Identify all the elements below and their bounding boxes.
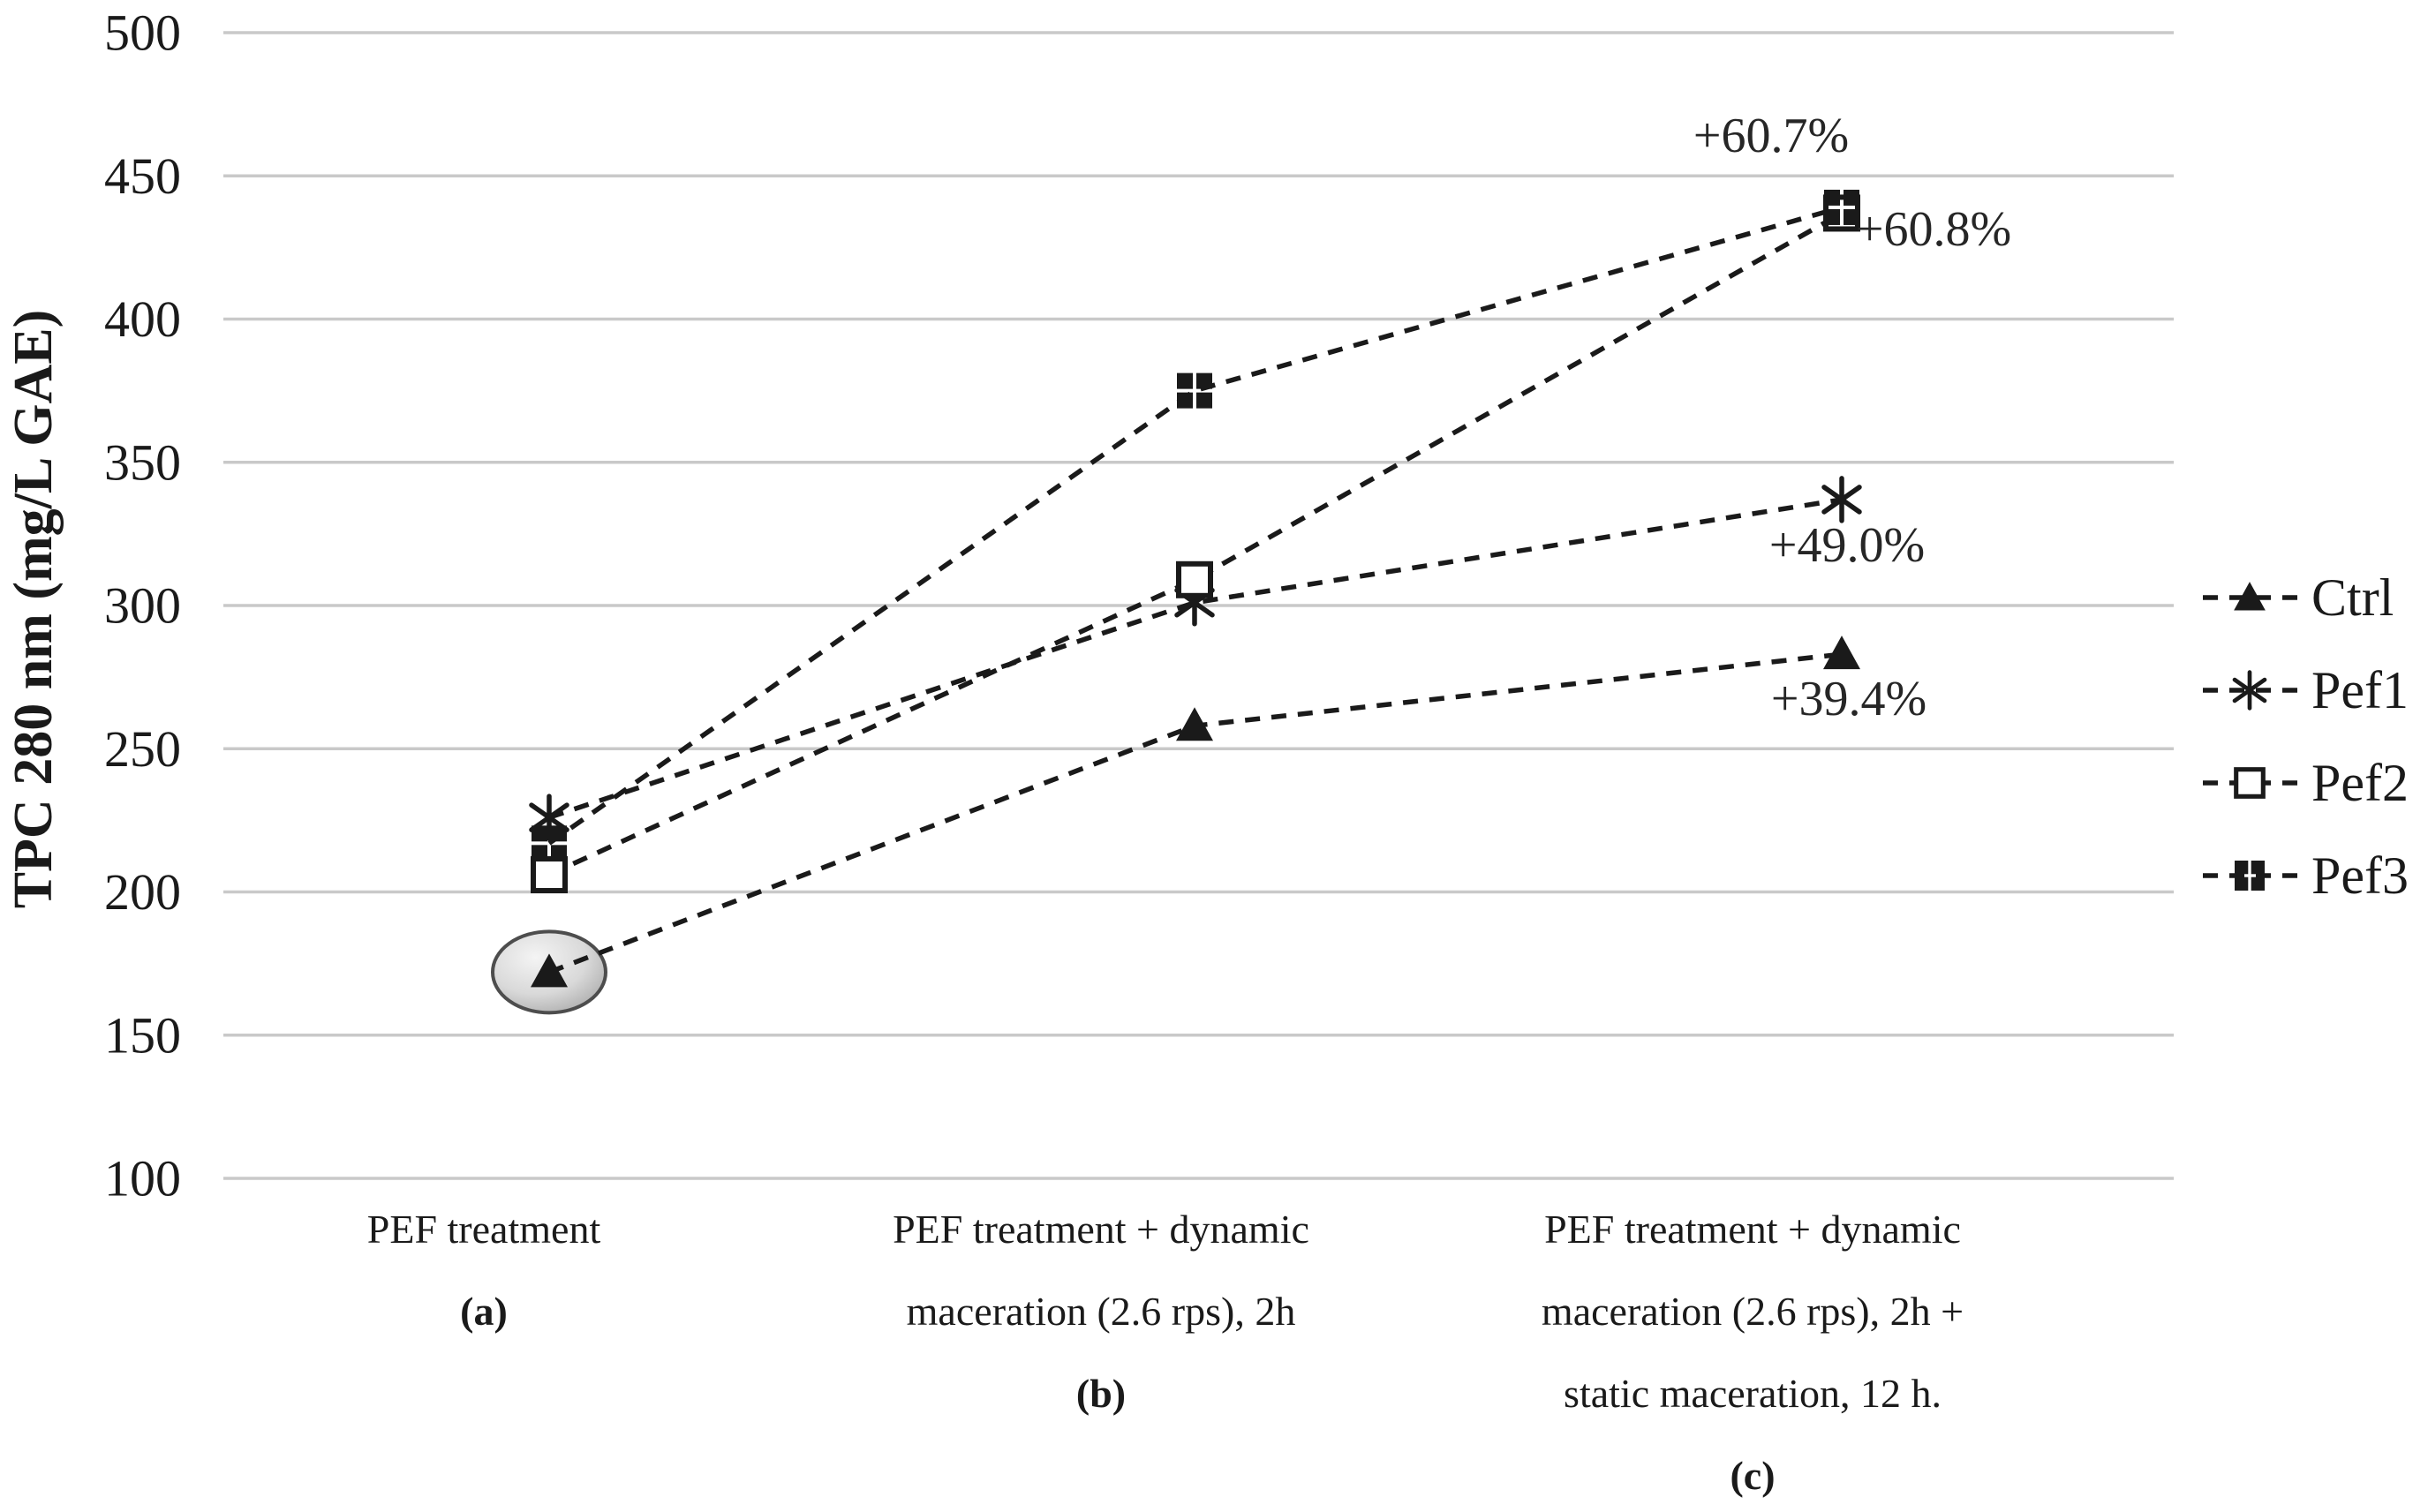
category-label-line: static maceration, 12 h. bbox=[1564, 1371, 1942, 1416]
marker-ctrl-0 bbox=[531, 953, 568, 988]
y-tick-label-500: 500 bbox=[104, 4, 181, 62]
legend-label-ctrl: Ctrl bbox=[2311, 568, 2394, 627]
annotation-pef3: +60.7% bbox=[1693, 109, 1849, 163]
category-tag: (a) bbox=[460, 1289, 508, 1334]
category-label-line: PEF treatment bbox=[367, 1207, 601, 1252]
y-tick-label-150: 150 bbox=[104, 1006, 181, 1064]
annotation-pef2: +60.8% bbox=[1856, 202, 2011, 257]
marker-pef2-1-shape bbox=[1176, 560, 1213, 598]
marker-pef1-2-shape bbox=[1821, 485, 1862, 515]
legend-marker-squares-cluster-shape bbox=[2251, 861, 2265, 875]
series-line-pef2 bbox=[547, 211, 1844, 877]
legend-marker-squares-cluster-shape bbox=[2251, 876, 2265, 891]
marker-pef3-1-shape bbox=[1196, 392, 1212, 409]
y-tick-label-100: 100 bbox=[104, 1150, 181, 1207]
marker-pef3-2-shape bbox=[1844, 189, 1859, 206]
marker-pef3-0 bbox=[532, 825, 567, 861]
category-tag: (b) bbox=[1076, 1371, 1126, 1416]
marker-pef3-1-shape bbox=[1177, 392, 1193, 409]
marker-pef3-2 bbox=[1824, 189, 1859, 225]
legend-marker-squares-cluster-shape bbox=[2235, 876, 2249, 891]
marker-ctrl-1 bbox=[1176, 707, 1213, 741]
legend-label-pef2: Pef2 bbox=[2311, 754, 2409, 812]
y-tick-label-250: 250 bbox=[104, 720, 181, 778]
marker-pef3-0-shape bbox=[551, 825, 567, 842]
category-label-line: maceration (2.6 rps), 2h bbox=[907, 1289, 1296, 1334]
legend-marker-triangle-shape bbox=[2234, 582, 2266, 611]
marker-pef3-1 bbox=[1177, 372, 1212, 409]
legend-marker-squares-cluster bbox=[2235, 861, 2265, 891]
legend-item-ctrl: Ctrl bbox=[2203, 568, 2394, 627]
y-tick-label-300: 300 bbox=[104, 577, 181, 635]
marker-pef2-0-shape bbox=[531, 856, 568, 894]
marker-pef3-0-shape bbox=[532, 825, 547, 842]
category-label-line: PEF treatment + dynamic bbox=[1544, 1207, 1961, 1252]
marker-pef3-2-shape bbox=[1824, 208, 1840, 225]
category-tag: (c) bbox=[1730, 1453, 1775, 1498]
y-tick-label-200: 200 bbox=[104, 863, 181, 921]
legend-item-pef1: Pef1 bbox=[2203, 661, 2409, 719]
marker-ctrl-2 bbox=[1823, 636, 1860, 670]
marker-ctrl-0-shape bbox=[531, 953, 568, 988]
legend-marker-squares-cluster-shape bbox=[2235, 861, 2249, 875]
marker-pef3-0-shape bbox=[551, 845, 567, 861]
y-tick-label-350: 350 bbox=[104, 433, 181, 491]
marker-pef3-2-shape bbox=[1824, 189, 1840, 206]
marker-pef3-1-shape bbox=[1196, 372, 1212, 389]
marker-pef3-1-shape bbox=[1177, 372, 1193, 389]
marker-pef2-0 bbox=[531, 856, 568, 894]
marker-pef3-2-shape bbox=[1844, 208, 1859, 225]
legend-label-pef3: Pef3 bbox=[2311, 846, 2409, 905]
annotation-ctrl: +39.4% bbox=[1771, 672, 1927, 726]
series-line-pef1 bbox=[548, 497, 1843, 820]
annotation-pef1: +49.0% bbox=[1769, 518, 1925, 573]
y-tick-label-450: 450 bbox=[104, 147, 181, 205]
marker-pef1-2 bbox=[1821, 476, 1862, 523]
category-label-line: PEF treatment + dynamic bbox=[893, 1207, 1309, 1252]
y-tick-label-400: 400 bbox=[104, 290, 181, 348]
legend-marker-triangle bbox=[2234, 582, 2266, 611]
legend-label-pef1: Pef1 bbox=[2311, 661, 2409, 719]
series-line-ctrl bbox=[548, 651, 1843, 974]
legend-item-pef3: Pef3 bbox=[2203, 846, 2409, 905]
legend-marker-square-open-shape bbox=[2234, 767, 2266, 799]
marker-pef2-1 bbox=[1176, 560, 1213, 598]
marker-ctrl-1-shape bbox=[1176, 707, 1213, 741]
category-label-line: maceration (2.6 rps), 2h + bbox=[1542, 1289, 1964, 1334]
legend-marker-asterisk bbox=[2232, 670, 2267, 711]
marker-ctrl-2-shape bbox=[1823, 636, 1860, 670]
marker-pef3-0-shape bbox=[532, 845, 547, 861]
legend-marker-square-open bbox=[2234, 767, 2266, 799]
legend-marker-asterisk-shape bbox=[2232, 677, 2267, 703]
y-axis-title: TPC 280 nm (mg/L GAE) bbox=[4, 310, 64, 909]
legend-item-pef2: Pef2 bbox=[2203, 754, 2409, 812]
